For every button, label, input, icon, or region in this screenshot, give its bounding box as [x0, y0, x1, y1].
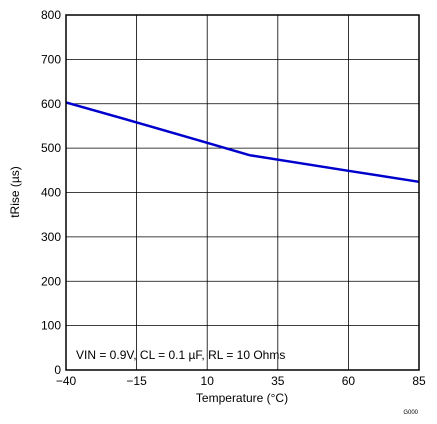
y-tick-label: 200 — [41, 274, 61, 288]
y-tick-label: 600 — [41, 97, 61, 111]
y-tick-label: 300 — [41, 230, 61, 244]
x-tick-label: 10 — [201, 374, 215, 388]
x-tick-label: 60 — [342, 374, 356, 388]
y-axis-title: tRise (µs) — [8, 166, 22, 218]
x-axis-title: Temperature (°C) — [196, 391, 288, 405]
x-tick-label: 35 — [271, 374, 285, 388]
figure-code: G000 — [403, 410, 418, 416]
x-tick-label: −40 — [56, 374, 77, 388]
y-tick-label: 800 — [41, 8, 61, 22]
y-tick-label: 100 — [41, 319, 61, 333]
annotation-text: VIN = 0.9V, CL = 0.1 µF, RL = 10 Ohms — [76, 348, 285, 362]
y-tick-label: 400 — [41, 186, 61, 200]
x-tick-label: 85 — [412, 374, 426, 388]
y-tick-label: 700 — [41, 52, 61, 66]
y-tick-label: 500 — [41, 141, 61, 155]
x-tick-label: −15 — [126, 374, 147, 388]
x-tick-labels: −40 −15 10 35 60 85 — [56, 374, 426, 388]
